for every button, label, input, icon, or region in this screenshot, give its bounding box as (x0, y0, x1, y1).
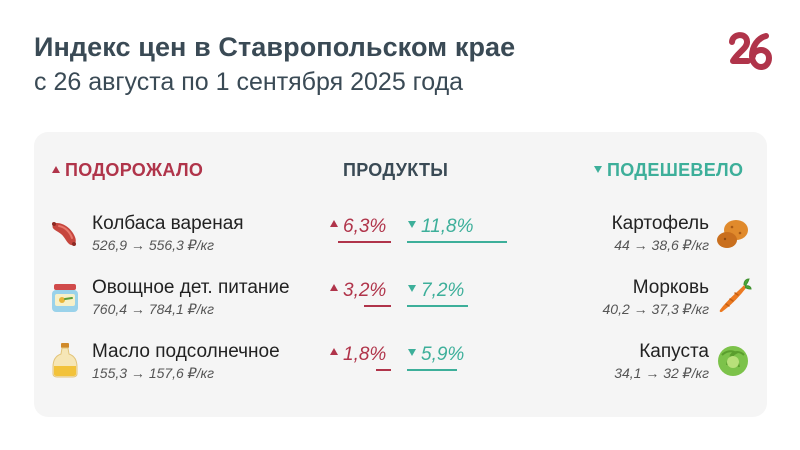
product-price-right: 34,1 → 32 ₽/кг (614, 365, 709, 381)
change-down-label: 11,8% (408, 216, 473, 238)
change-down-value: 7,2% (421, 280, 465, 301)
baby-food-jar-icon (52, 284, 78, 312)
fell-bar (407, 369, 457, 371)
product-name: Колбаса вареная (92, 213, 244, 234)
triangle-down-icon (408, 349, 416, 357)
change-up-label: 3,2% (330, 280, 386, 302)
change-up-value: 1,8% (343, 344, 387, 365)
product-price: 760,4 → 784,1 ₽/кг (92, 301, 215, 317)
change-up-label: 1,8% (330, 344, 386, 366)
change-up-value: 6,3% (343, 216, 387, 237)
sausage-icon (52, 222, 76, 246)
product-name-right: Морковь (632, 277, 709, 298)
carrot-icon (719, 278, 752, 313)
product-name-right: Картофель (611, 213, 709, 234)
triangle-up-icon (330, 348, 338, 356)
product-name: Масло подсолнечное (92, 341, 280, 362)
triangle-up-icon (330, 284, 338, 292)
product-price: 155,3 → 157,6 ₽/кг (92, 365, 215, 381)
table-row: Колбаса вареная 526,9 → 556,3 ₽/кг 6,3% … (0, 213, 800, 273)
potato-icon (717, 220, 748, 248)
column-header-up: ПОДОРОЖАЛО (52, 160, 203, 181)
table-row: Овощное дет. питание 760,4 → 784,1 ₽/кг … (0, 277, 800, 337)
column-header-products: ПРОДУКТЫ (343, 160, 449, 180)
oil-bottle-icon (52, 343, 78, 378)
product-name-right: Капуста (639, 341, 709, 362)
cabbage-icon (718, 346, 748, 376)
product-price-right: 40,2 → 37,3 ₽/кг (602, 301, 709, 317)
triangle-down-icon (594, 165, 602, 173)
change-down-value: 11,8% (421, 216, 474, 237)
price-panel (34, 132, 767, 417)
column-header-down: ПОДЕШЕВЕЛО (594, 160, 743, 181)
triangle-up-icon (52, 165, 60, 173)
product-name: Овощное дет. питание (92, 277, 290, 298)
table-row: Масло подсолнечное 155,3 → 157,6 ₽/кг 1,… (0, 341, 800, 401)
change-down-label: 7,2% (408, 280, 464, 302)
rose-bar (376, 369, 391, 371)
logo-26-icon (729, 32, 772, 70)
triangle-down-icon (408, 221, 416, 229)
rose-bar (364, 305, 391, 307)
product-price-right: 44 → 38,6 ₽/кг (614, 237, 709, 253)
change-up-label: 6,3% (330, 216, 386, 238)
column-header-down-label: ПОДЕШЕВЕЛО (607, 160, 744, 180)
page-subtitle: с 26 августа по 1 сентября 2025 года (34, 68, 464, 96)
rose-bar (338, 241, 391, 243)
change-up-value: 3,2% (343, 280, 387, 301)
fell-bar (407, 241, 507, 243)
triangle-down-icon (408, 285, 416, 293)
column-header-up-label: ПОДОРОЖАЛО (65, 160, 204, 180)
change-down-label: 5,9% (408, 344, 464, 366)
fell-bar (407, 305, 468, 307)
product-price: 526,9 → 556,3 ₽/кг (92, 237, 215, 253)
page-title: Индекс цен в Ставропольском крае (34, 32, 516, 62)
triangle-up-icon (330, 220, 338, 228)
change-down-value: 5,9% (421, 344, 465, 365)
